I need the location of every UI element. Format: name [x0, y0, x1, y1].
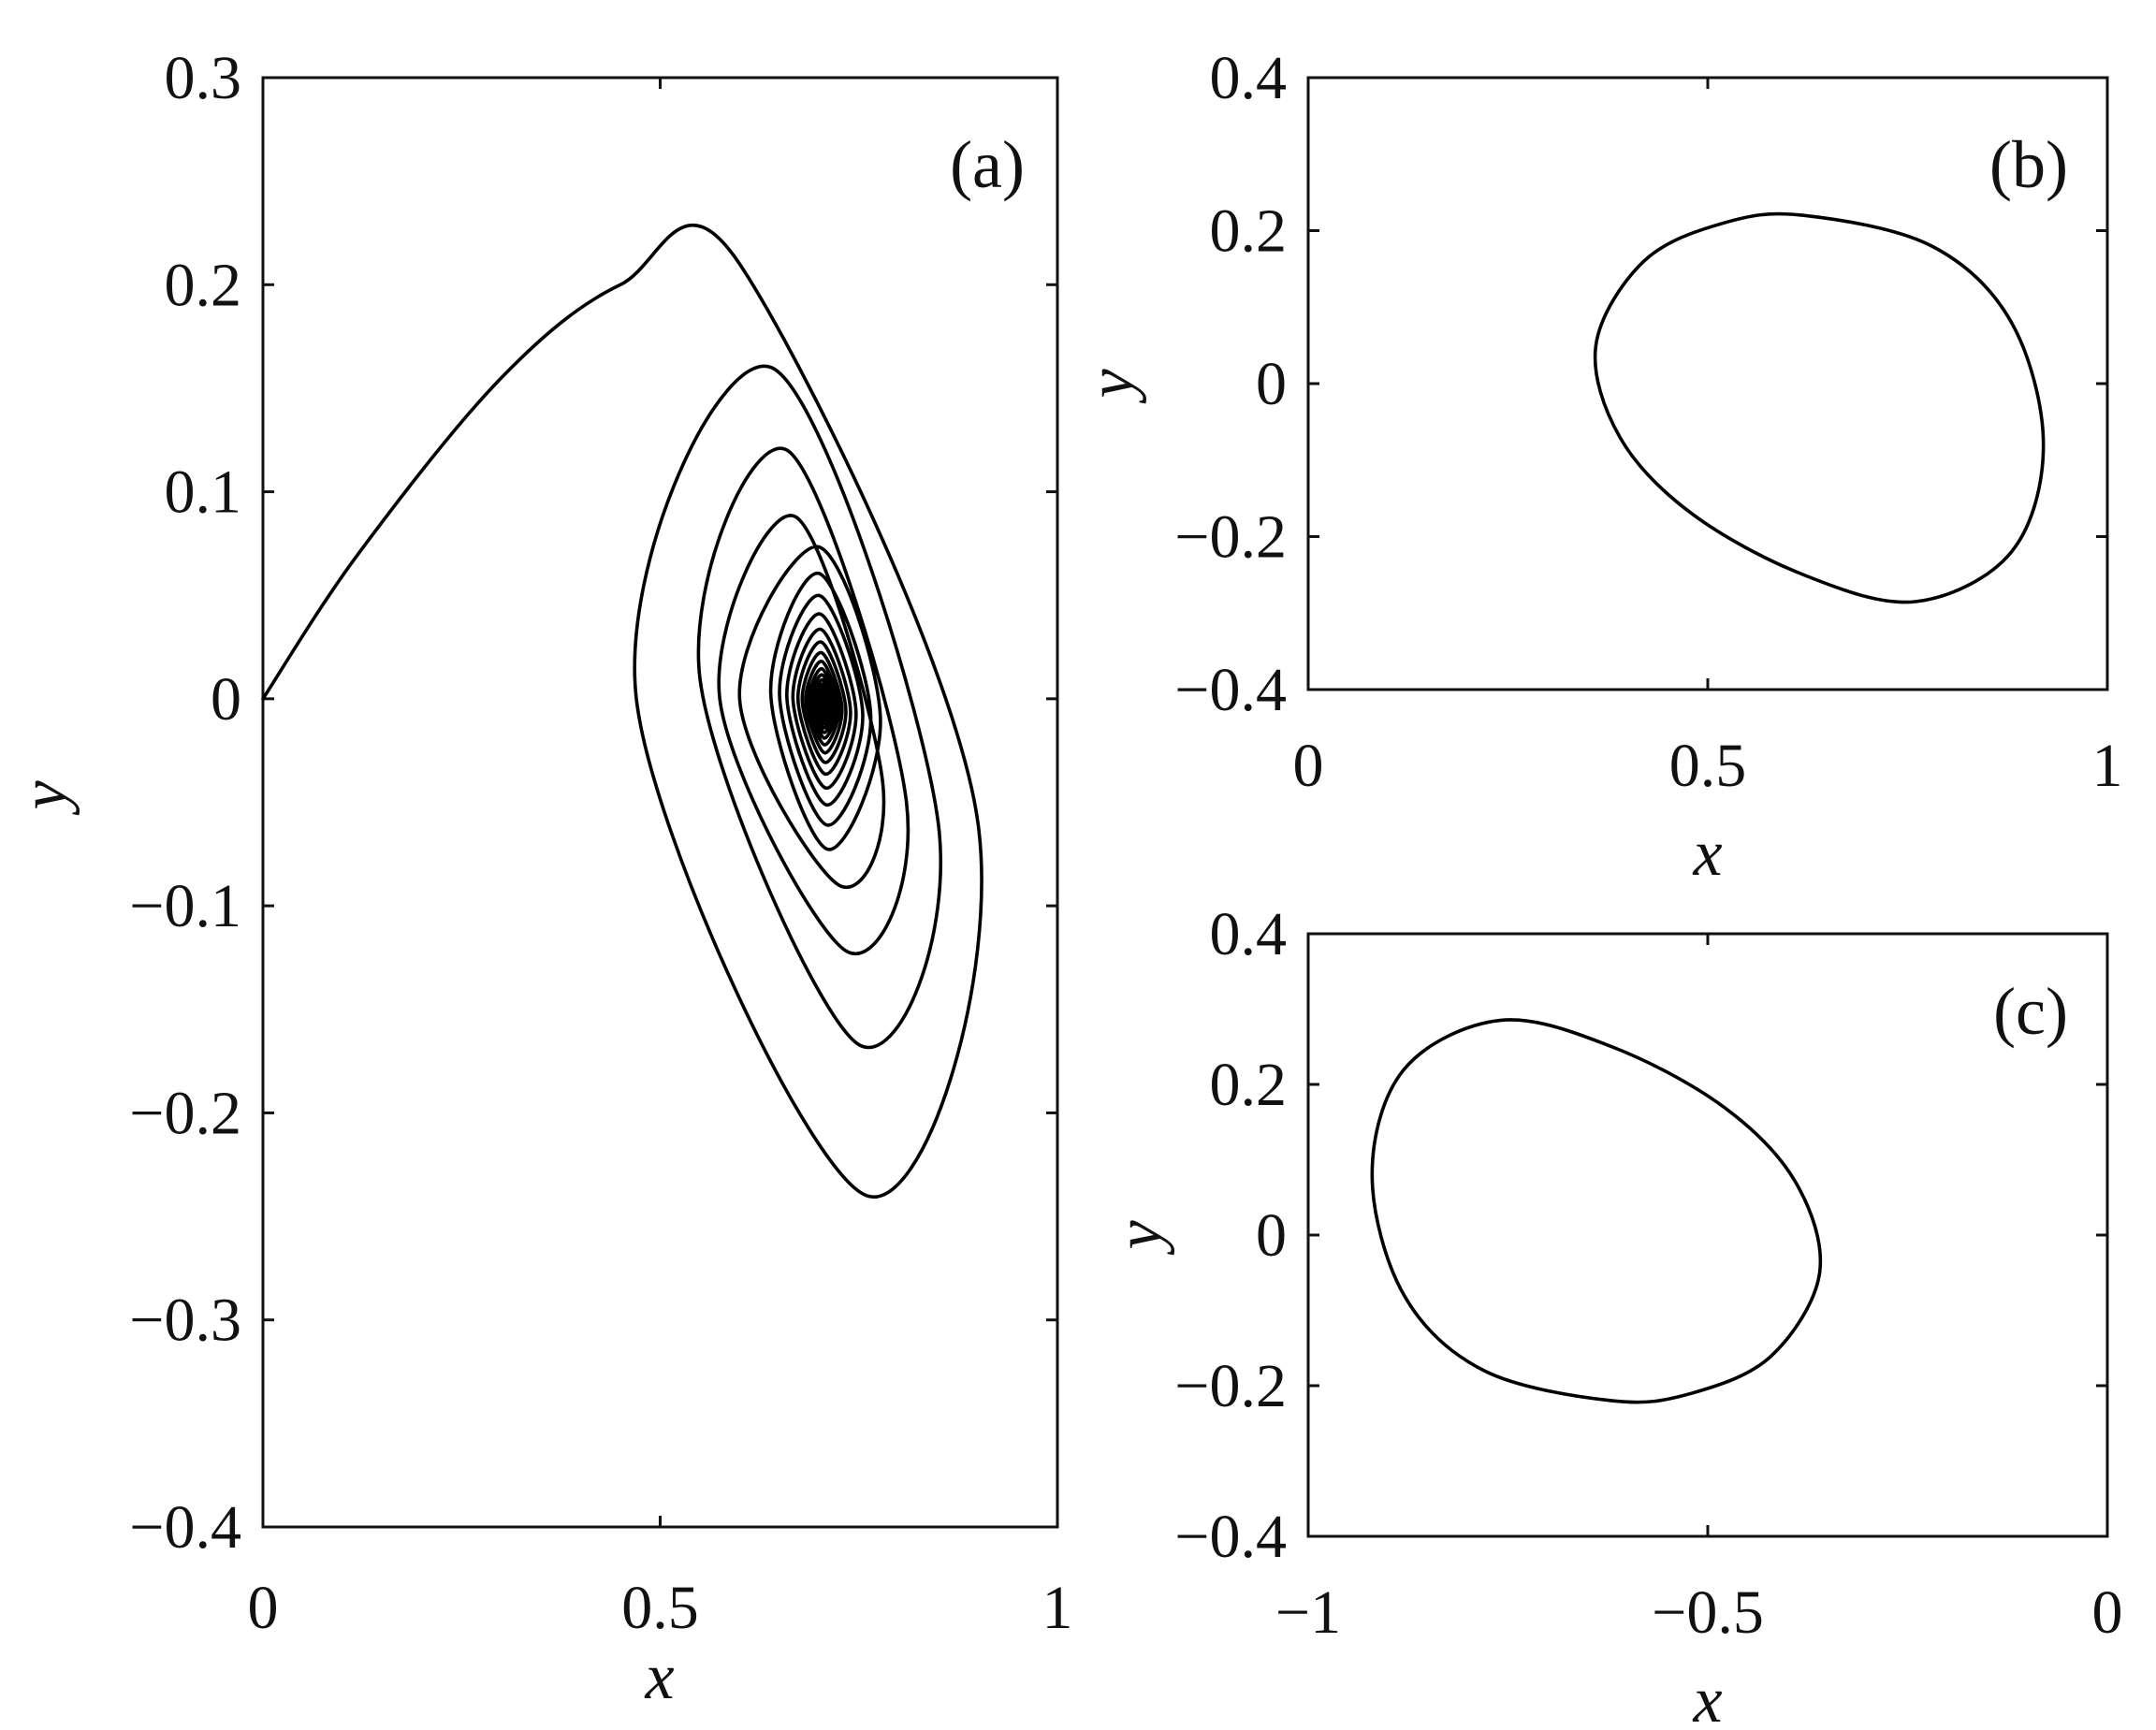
x-tick-label: 1	[1042, 1574, 1073, 1642]
axes-frame	[1306, 76, 2109, 691]
y-tick-label: 0.2	[1210, 197, 1288, 266]
y-tick-label: −0.2	[1174, 1352, 1287, 1420]
x-tick-label: 0	[248, 1574, 279, 1642]
y-tick-label: −0.1	[129, 872, 241, 940]
y-tick-label: 0	[1256, 1201, 1287, 1270]
x-tick-label: −1	[1275, 1578, 1341, 1647]
orbit-curve	[1370, 1018, 1823, 1404]
x-axis-label: x	[1692, 1665, 1722, 1730]
x-tick-label: 1	[2092, 732, 2123, 800]
orbit-curve	[1593, 211, 2046, 604]
x-tick-label: 0	[1293, 732, 1324, 800]
y-tick-label: 0	[1256, 350, 1287, 418]
y-tick-label: −0.4	[1174, 1503, 1287, 1571]
y-tick-label: 0.2	[1210, 1051, 1288, 1119]
x-axis-label: x	[644, 1641, 674, 1713]
y-axis-label: y	[1103, 1220, 1175, 1256]
axes-frame	[1306, 932, 2109, 1538]
y-tick-label: 0.1	[165, 458, 242, 527]
y-tick-label: −0.2	[129, 1079, 241, 1147]
x-tick-label: 0.5	[1669, 732, 1747, 800]
panel-b: 0 0.5 1 −0.4 −0.2 0 0.2 0.4 x y (b)	[1075, 44, 2123, 890]
panel-label: (a)	[950, 127, 1025, 202]
panel-label: (c)	[1993, 974, 2068, 1049]
panel-label: (b)	[1989, 127, 2068, 202]
y-axis-label: y	[1075, 369, 1147, 404]
y-axis-label: y	[8, 780, 80, 816]
spiral-trajectory	[261, 224, 983, 1199]
y-tick-label: −0.3	[129, 1287, 241, 1355]
x-tick-label: 0	[2092, 1578, 2123, 1647]
x-tick-label: 0.5	[621, 1574, 699, 1642]
y-tick-label: 0.2	[165, 251, 242, 319]
panel-c: −1 −0.5 0 −0.4 −0.2 0 0.2 0.4 x y (c)	[1103, 900, 2123, 1730]
y-tick-label: 0	[211, 665, 241, 734]
y-tick-label: −0.4	[129, 1493, 241, 1562]
y-tick-label: 0.4	[1210, 900, 1288, 968]
panel-a: 0 0.5 1 −0.4 −0.3 −0.2 −0.1 0 0.1 0.2 0.3 x y (a)	[8, 44, 1073, 1713]
x-tick-label: −0.5	[1652, 1578, 1764, 1647]
x-axis-label: x	[1692, 818, 1722, 890]
y-tick-label: 0.3	[165, 44, 242, 112]
y-tick-label: 0.4	[1210, 44, 1288, 112]
y-tick-label: −0.4	[1174, 656, 1287, 724]
y-tick-label: −0.2	[1174, 503, 1287, 572]
